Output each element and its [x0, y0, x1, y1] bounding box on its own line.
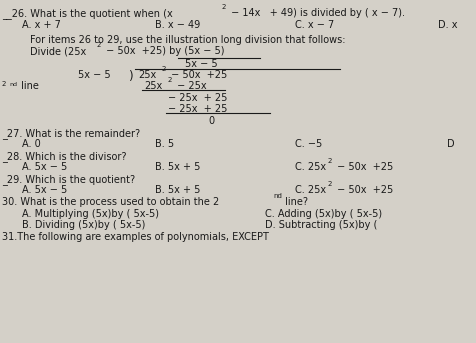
- Text: nd: nd: [9, 82, 17, 87]
- Text: − 50x  +25: − 50x +25: [333, 162, 392, 172]
- Text: D. x: D. x: [437, 20, 456, 30]
- Text: D: D: [446, 139, 454, 149]
- Text: A. x + 7: A. x + 7: [22, 20, 61, 30]
- Text: 25x: 25x: [138, 70, 156, 80]
- Text: − 50x  +25: − 50x +25: [333, 185, 392, 195]
- Text: B. Dividing (5x)by ( 5x-5): B. Dividing (5x)by ( 5x-5): [22, 220, 145, 230]
- Text: C. x − 7: C. x − 7: [294, 20, 334, 30]
- Text: − 14x   + 49) is divided by ( x − 7).: − 14x + 49) is divided by ( x − 7).: [228, 8, 404, 18]
- Text: B. 5: B. 5: [155, 139, 174, 149]
- Text: 30. What is the process used to obtain the 2: 30. What is the process used to obtain t…: [2, 197, 219, 207]
- Text: B. 5x + 5: B. 5x + 5: [155, 162, 200, 172]
- Text: 5x − 5: 5x − 5: [78, 70, 110, 80]
- Text: 2: 2: [327, 158, 332, 164]
- Text: 31.The following are examples of polynomials, EXCEPT: 31.The following are examples of polynom…: [2, 232, 268, 242]
- Text: D. Subtracting (5x)by (: D. Subtracting (5x)by (: [265, 220, 377, 230]
- Text: line: line: [18, 81, 39, 91]
- Text: 25x: 25x: [144, 81, 162, 91]
- Text: __26. What is the quotient when (x: __26. What is the quotient when (x: [2, 8, 172, 19]
- Text: 5x − 5: 5x − 5: [185, 59, 217, 69]
- Text: − 50x  +25) by (5x − 5): − 50x +25) by (5x − 5): [103, 46, 224, 56]
- Text: _29. Which is the quotient?: _29. Which is the quotient?: [2, 174, 135, 185]
- Text: C. 25x: C. 25x: [294, 162, 326, 172]
- Text: − 25x  + 25: − 25x + 25: [168, 93, 227, 103]
- Text: A. 5x − 5: A. 5x − 5: [22, 185, 67, 195]
- Text: A. Multiplying (5x)by ( 5x-5): A. Multiplying (5x)by ( 5x-5): [22, 209, 159, 219]
- Text: _28. Which is the divisor?: _28. Which is the divisor?: [2, 151, 126, 162]
- Text: B. x − 49: B. x − 49: [155, 20, 200, 30]
- Text: nd: nd: [272, 193, 281, 199]
- Text: C. Adding (5x)by ( 5x-5): C. Adding (5x)by ( 5x-5): [265, 209, 381, 219]
- Text: C. 25x: C. 25x: [294, 185, 326, 195]
- Text: _27. What is the remainder?: _27. What is the remainder?: [2, 128, 140, 139]
- Text: A. 0: A. 0: [22, 139, 40, 149]
- Text: 0: 0: [208, 116, 214, 126]
- Text: 2: 2: [97, 42, 101, 48]
- Text: For items 26 to 29, use the illustration long division that follows:: For items 26 to 29, use the illustration…: [30, 35, 345, 45]
- Text: 2: 2: [2, 81, 6, 87]
- Text: line?: line?: [281, 197, 307, 207]
- Text: C. −5: C. −5: [294, 139, 322, 149]
- Text: − 50x  +25: − 50x +25: [168, 70, 227, 80]
- Text: A. 5x − 5: A. 5x − 5: [22, 162, 67, 172]
- Text: ): ): [128, 70, 132, 83]
- Text: − 25x  + 25: − 25x + 25: [168, 104, 227, 114]
- Text: − 25x: − 25x: [174, 81, 206, 91]
- Text: 2: 2: [327, 181, 332, 187]
- Text: Divide (25x: Divide (25x: [30, 46, 86, 56]
- Text: B. 5x + 5: B. 5x + 5: [155, 185, 200, 195]
- Text: 2: 2: [168, 77, 172, 83]
- Text: 2: 2: [221, 4, 226, 10]
- Text: 2: 2: [162, 66, 166, 72]
